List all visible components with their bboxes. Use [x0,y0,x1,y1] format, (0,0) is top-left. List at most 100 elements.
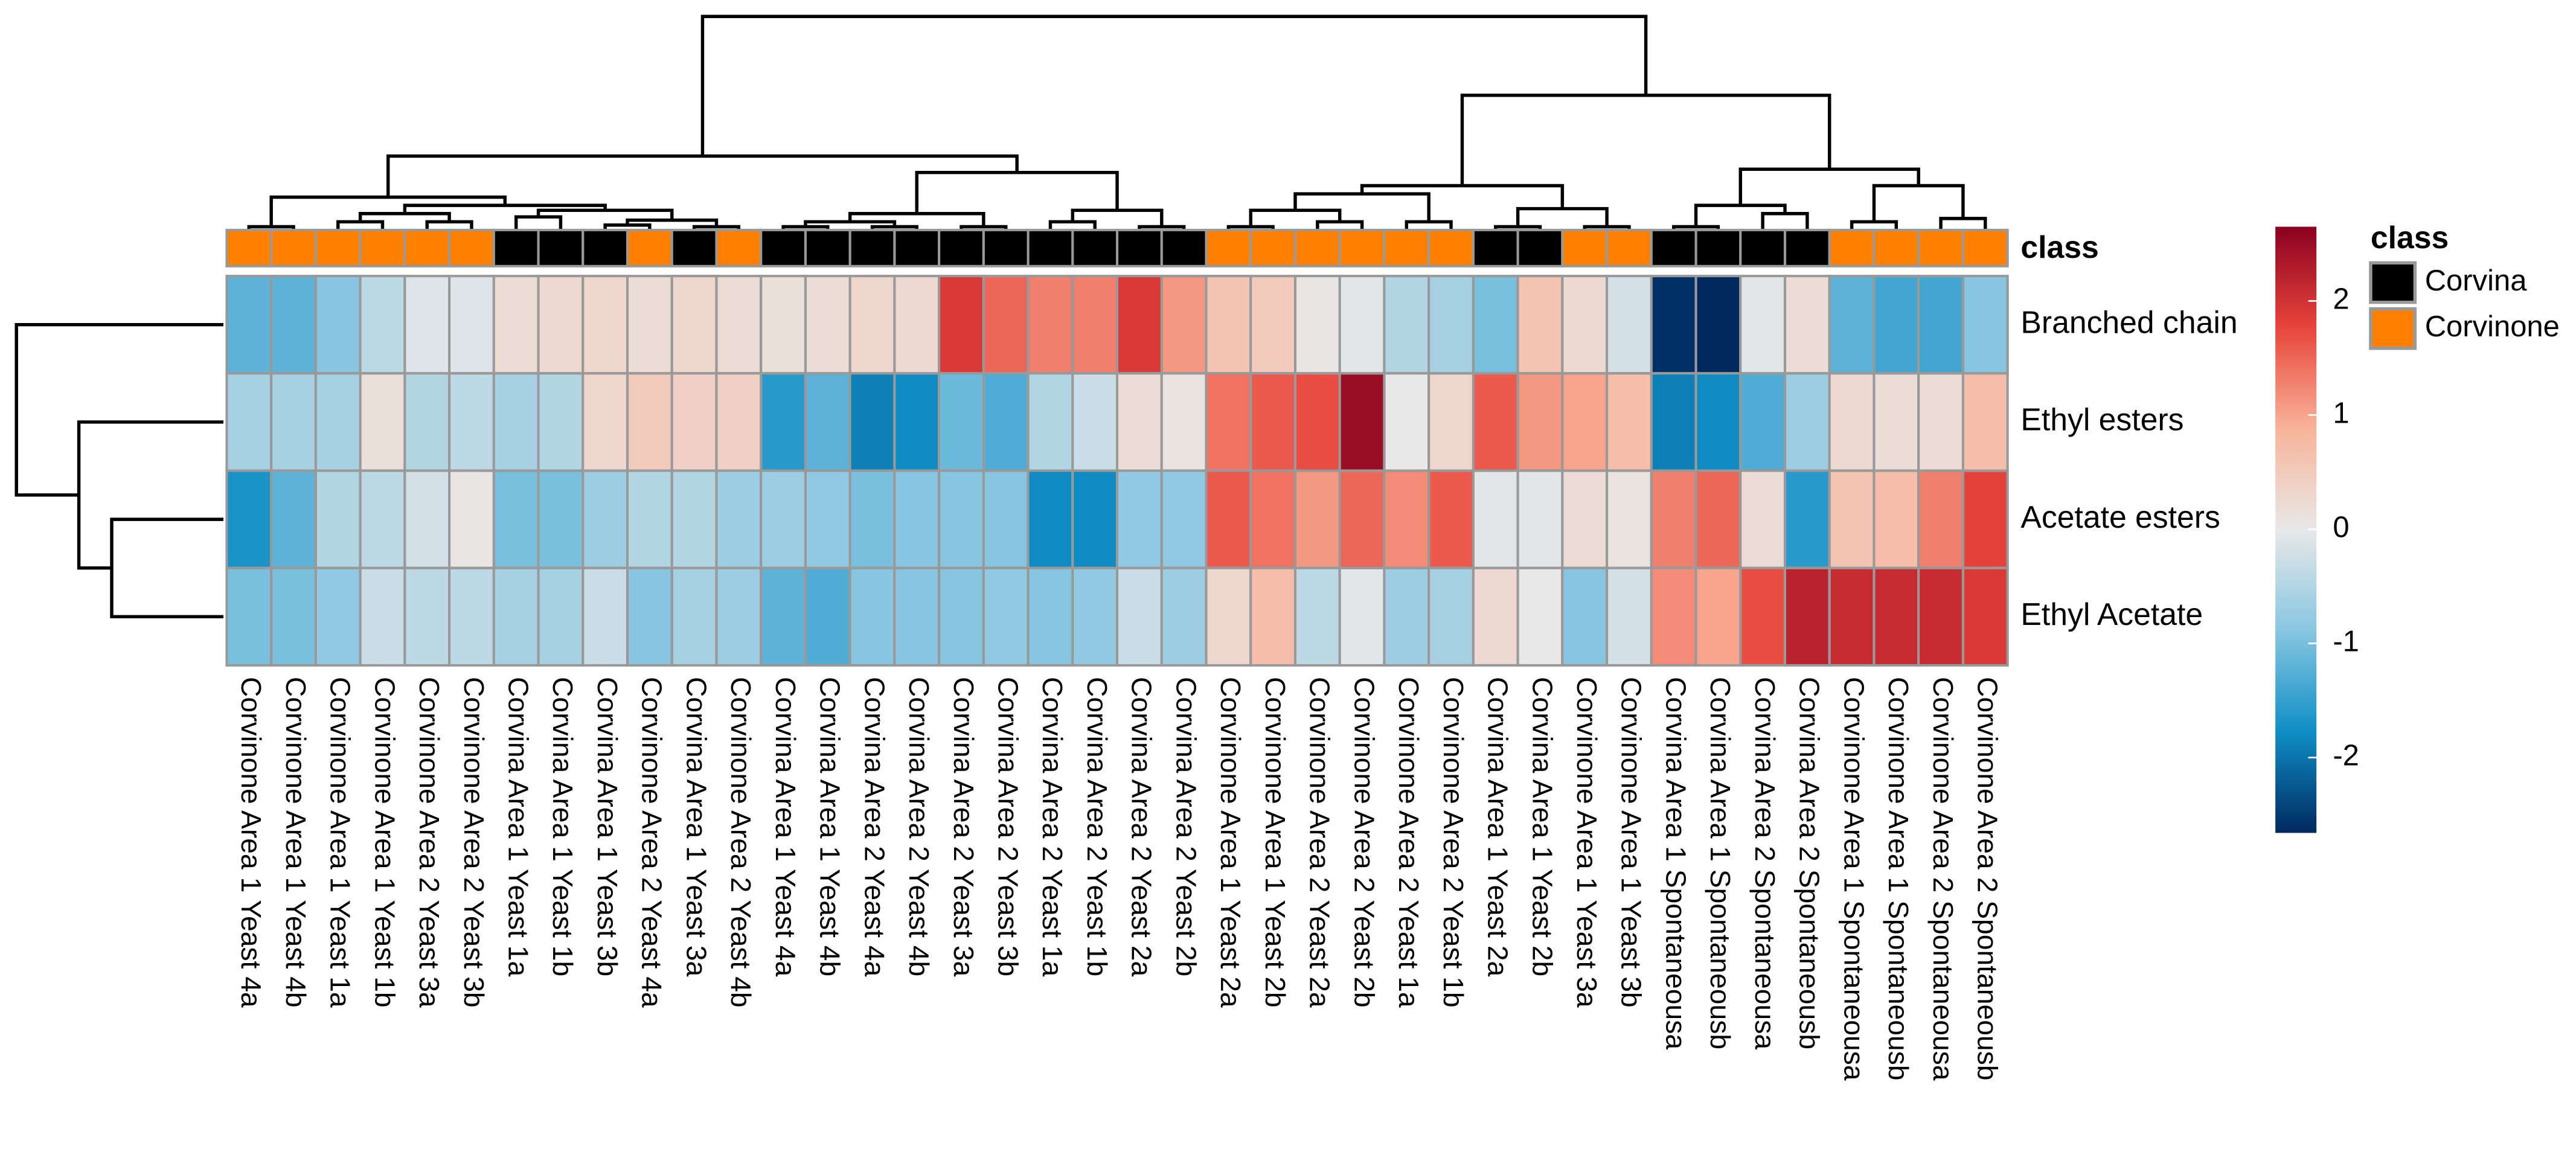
heat-cell [582,566,629,667]
heat-cell [1561,566,1609,667]
class-cell [1917,228,1964,267]
class-cell [1516,228,1564,267]
heat-cell [938,372,985,472]
dendrogram-branch [1872,184,1965,222]
heat-cell [359,469,406,569]
heat-cell [1160,372,1208,472]
heat-cell [1383,372,1431,472]
heat-cell [1116,372,1163,472]
heat-cell [1561,469,1609,569]
heat-cell [1606,566,1653,667]
heat-cell [1338,566,1386,667]
class-cell [1205,228,1252,267]
heat-cell [1961,469,2009,569]
class-cell [1783,228,1831,267]
heat-cell [670,566,718,667]
column-label: Corvina Area 1 Yeast 1b [547,677,578,976]
heat-cell [225,469,273,569]
heat-cell [1739,469,1787,569]
class-cell [1293,228,1341,267]
heat-cell [1516,275,1564,375]
heat-cell [492,372,540,472]
heat-cell [670,372,718,472]
heat-cell [314,372,362,472]
class-cell [1383,228,1431,267]
class-cell [1249,228,1297,267]
column-label: Corvinone Area 2 Yeast 4b [725,677,757,1008]
dendrogram-branch [1738,167,1920,206]
heat-cell [359,566,406,667]
heat-cell [270,275,317,375]
heat-cell [893,372,941,472]
column-label: Corvinone Area 1 Yeast 2a [1215,677,1246,1008]
column-label: Corvina Area 1 Yeast 4b [815,677,846,976]
column-label: Corvinone Area 2 Spontaneousa [1927,677,1959,1081]
class-cell [982,228,1030,267]
heat-cell [982,469,1030,569]
heat-cell [1739,566,1787,667]
heat-cell [1650,566,1697,667]
heat-cell [1027,469,1074,569]
class-cell [1961,228,2009,267]
heat-cell [804,566,851,667]
dendrogram-branch [77,420,224,570]
heat-cell [760,469,807,569]
heat-cell [1917,469,1964,569]
heat-cell [1873,372,1920,472]
heat-cell [938,469,985,569]
class-cell [1650,228,1697,267]
heat-cell [270,469,317,569]
heat-cell [1383,469,1431,569]
class-cell [1472,228,1519,267]
heat-cell [1160,469,1208,569]
heat-cell [1961,275,2009,375]
heat-cell [582,469,629,569]
column-label: Corvinone Area 1 Spontaneousa [1838,677,1870,1081]
heat-cell [1606,275,1653,375]
dendrogram [14,14,1987,619]
dendrogram-branch [1360,184,1565,209]
column-label: Corvinone Area 1 Yeast 4a [235,677,267,1008]
class-cell [270,228,317,267]
heat-cell [670,469,718,569]
heat-cell [537,566,585,667]
column-label: Corvinone Area 2 Yeast 2b [1348,677,1380,1008]
heat-cell [1561,372,1609,472]
heat-cell [492,566,540,667]
column-label: Corvinone Area 1 Yeast 4b [280,677,312,1008]
heat-cell [270,372,317,472]
heat-cell [626,372,673,472]
column-label: Corvinone Area 2 Yeast 4a [636,677,668,1008]
heat-cell [1828,372,1876,472]
legend-label: Corvinone [2425,310,2560,343]
legend-title: class [2371,220,2449,255]
heat-cell [938,275,985,375]
heat-cell [1873,275,1920,375]
dendrogram-branch [1071,208,1164,227]
heat-cell [1873,469,1920,569]
heat-cell [626,275,673,375]
heat-cell [359,372,406,472]
heat-cell [804,275,851,375]
heat-cell [1205,566,1252,667]
column-label: Corvina Area 2 Yeast 3a [948,677,979,977]
heat-cell [1561,275,1609,375]
column-label: Corvina Area 2 Yeast 2a [1126,677,1158,977]
column-label: Corvinone Area 1 Yeast 3b [1616,677,1647,1008]
heat-cell [1071,275,1119,375]
heat-cell [1293,566,1341,667]
heat-cell [1472,566,1519,667]
heat-cell [626,469,673,569]
dendrogram-branch [1516,207,1609,227]
class-cell [403,228,451,267]
heat-cell [314,275,362,375]
column-label: Corvina Area 1 Yeast 4a [770,677,801,977]
heat-cell [1783,372,1831,472]
class-cell [582,228,629,267]
class-cell [1694,228,1742,267]
column-label: Corvinone Area 1 Yeast 3a [1571,677,1603,1008]
heat-cell [225,566,273,667]
legend-swatch [2369,261,2417,304]
heat-cell [982,566,1030,667]
heat-cell [1783,566,1831,667]
